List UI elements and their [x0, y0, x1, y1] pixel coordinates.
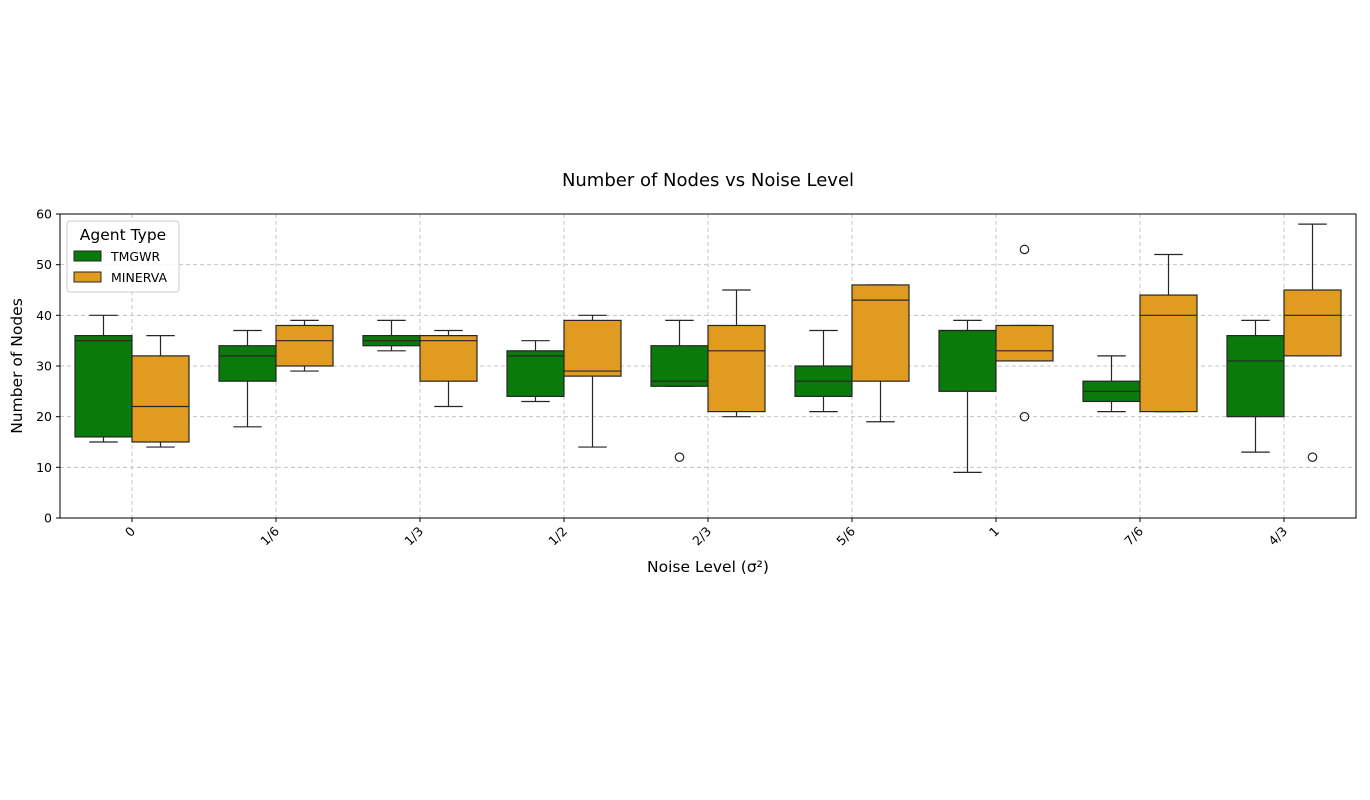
- box-tmgwr-7: [1082, 355, 1141, 413]
- box-body: [131, 355, 190, 443]
- box-tmgwr-3: [506, 340, 565, 403]
- legend: Agent Type TMGWR MINERVA: [66, 220, 180, 293]
- x-tick-label: 1/6: [257, 523, 282, 548]
- outlier-point: [1019, 244, 1030, 255]
- box-tmgwr-5: [794, 329, 853, 413]
- box-minerva-4: [707, 289, 766, 418]
- outlier-point: [1307, 452, 1318, 462]
- box-body: [506, 350, 565, 397]
- x-tick-label: 7/6: [1121, 523, 1146, 548]
- x-tick-label: 5/6: [833, 523, 858, 548]
- y-tick-label: 40: [36, 308, 52, 323]
- x-axis-label: Noise Level (σ²): [647, 558, 769, 576]
- box-minerva-5: [851, 284, 910, 423]
- box-body: [851, 284, 910, 382]
- x-tick-label: 1/2: [545, 524, 570, 549]
- x-tick-label: 1: [986, 524, 1002, 540]
- box-tmgwr-8: [1226, 319, 1285, 453]
- x-tick-label: 4/3: [1265, 524, 1290, 549]
- y-tick-label: 10: [36, 460, 52, 475]
- box-minerva-1: [275, 319, 334, 372]
- legend-label: MINERVA: [111, 270, 167, 285]
- y-tick-label: 20: [36, 409, 52, 424]
- box-tmgwr-4: [650, 319, 709, 462]
- box-body: [275, 324, 334, 367]
- y-tick-label: 60: [36, 207, 52, 222]
- box-tmgwr-0: [74, 314, 133, 443]
- box-body: [1226, 335, 1285, 418]
- outlier-point: [674, 452, 685, 462]
- y-tick-label: 0: [44, 511, 52, 526]
- box-body: [707, 324, 766, 413]
- box-body: [1283, 289, 1342, 357]
- x-axis: 0 1/6 1/3 1/2 2/3 5/6 1 7/6 4/3: [122, 518, 1290, 548]
- box-minerva-2: [419, 329, 478, 408]
- box-body: [74, 335, 133, 438]
- legend-label: TMGWR: [110, 249, 160, 264]
- box-minerva-3: [563, 314, 622, 448]
- x-tick-label: 0: [122, 523, 138, 539]
- y-axis-label: Number of Nodes: [8, 298, 26, 434]
- box-body: [650, 345, 709, 387]
- box-body: [1139, 294, 1198, 413]
- box-minerva-7: [1139, 253, 1198, 413]
- x-tick-label: 1/3: [401, 524, 426, 549]
- legend-title: Agent Type: [80, 226, 166, 244]
- box-body: [563, 319, 622, 377]
- box-tmgwr-1: [218, 329, 277, 428]
- box-tmgwr-6: [938, 319, 997, 473]
- box-body: [419, 335, 478, 382]
- box-group: [74, 223, 1342, 473]
- box-body: [218, 345, 277, 382]
- box-tmgwr-2: [362, 319, 421, 352]
- box-body: [995, 324, 1054, 362]
- y-tick-label: 50: [36, 257, 52, 272]
- box-body: [938, 329, 997, 392]
- box-minerva-6: [995, 244, 1054, 422]
- y-axis: 0 10 20 30 40 50 60: [36, 207, 60, 526]
- legend-swatch: [73, 250, 102, 262]
- box-minerva-8: [1283, 223, 1342, 462]
- legend-swatch: [73, 271, 102, 283]
- box-minerva-0: [131, 335, 190, 448]
- outlier-point: [1019, 411, 1030, 422]
- chart-title: Number of Nodes vs Noise Level: [562, 170, 854, 191]
- x-tick-label: 2/3: [689, 524, 714, 549]
- y-tick-label: 30: [36, 359, 52, 374]
